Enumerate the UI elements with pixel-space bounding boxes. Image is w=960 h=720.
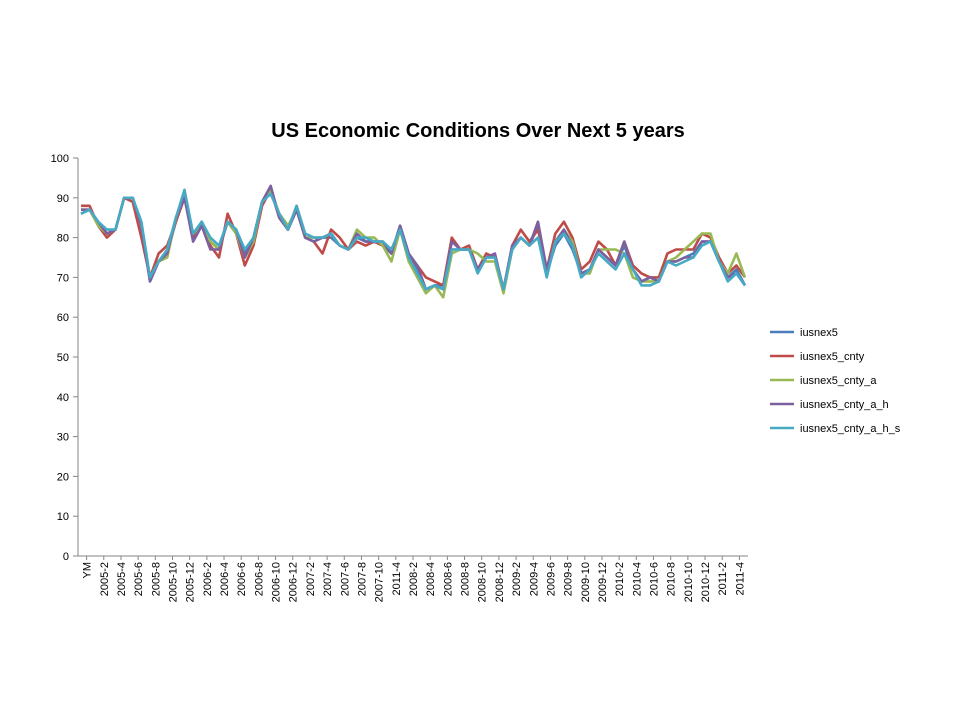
legend-label-iusnex5-cnty: iusnex5_cnty	[800, 351, 865, 363]
x-tick-label: 2010-6	[649, 562, 661, 596]
y-tick-label: 90	[57, 193, 69, 205]
x-tick-label: 2011-4	[391, 562, 403, 595]
x-tick-label: 2008-10	[477, 562, 489, 602]
x-tick-label: 2005-8	[150, 562, 162, 596]
x-tick-label: 2009-10	[580, 562, 592, 602]
x-tick-label: 2010-12	[700, 562, 712, 602]
x-tick-label: 2009-4	[528, 562, 540, 596]
legend: iusnex5 iusnex5_cnty iusnex5_cnty_a iusnex5…	[770, 327, 901, 435]
x-tick-label: 2007-10	[374, 562, 386, 602]
x-tick-label: 2011-2	[717, 562, 729, 595]
x-tick-label: 2006-6	[236, 562, 248, 596]
x-tick-label: 2005-10	[167, 562, 179, 602]
y-tick-label: 70	[57, 272, 69, 284]
x-tick-label: 2010-8	[666, 562, 678, 596]
x-tick-label: 2009-12	[597, 562, 609, 602]
y-tick-label: 60	[57, 312, 69, 324]
x-tick-label: 2010-10	[683, 562, 695, 602]
legend-label-iusnex5-cnty-a-h-s: iusnex5_cnty_a_h_s	[800, 423, 901, 435]
y-tick-label: 20	[57, 471, 69, 483]
x-tick-label: 2010-2	[614, 562, 626, 596]
series-lines	[80, 184, 747, 299]
y-tick-label: 100	[51, 153, 69, 165]
x-tick-label: 2008-2	[408, 562, 420, 596]
series-line-iusnex5-cnty-a-h-s	[80, 188, 747, 291]
x-tick-label: YM	[82, 562, 94, 579]
chart-title: US Economic Conditions Over Next 5 years	[271, 120, 684, 142]
x-tick-label: 2007-6	[339, 562, 351, 596]
x-tick-label: 2010-4	[631, 562, 643, 596]
x-tick-label: 2009-8	[563, 562, 575, 596]
y-axis-ticks: 0 10 20 30 40 50 60 70 80 90 100	[51, 153, 78, 563]
x-tick-label: 2008-8	[460, 562, 472, 596]
x-axis-ticks: YM 2005-2 2005-4 2005-6 2005-8 2005-10 2005-12…	[82, 556, 746, 602]
x-tick-label: 2006-4	[219, 562, 231, 596]
x-tick-label: 2005-4	[116, 562, 128, 596]
x-tick-label: 2005-12	[185, 562, 197, 602]
x-tick-label: 2008-6	[442, 562, 454, 596]
x-tick-label: 2008-12	[494, 562, 506, 602]
legend-label-iusnex5: iusnex5	[800, 327, 838, 339]
x-tick-label: 2005-2	[99, 562, 111, 596]
x-tick-label: 2005-6	[133, 562, 145, 596]
y-tick-label: 0	[63, 551, 69, 563]
x-tick-label: 2008-4	[425, 562, 437, 596]
x-tick-label: 2007-8	[356, 562, 368, 596]
x-tick-label: 2007-4	[322, 562, 334, 596]
y-tick-label: 40	[57, 392, 69, 404]
x-tick-label: 2006-2	[202, 562, 214, 596]
x-tick-label: 2009-6	[545, 562, 557, 596]
y-tick-label: 80	[57, 233, 69, 245]
y-tick-label: 10	[57, 511, 69, 523]
x-tick-label: 2006-10	[271, 562, 283, 602]
y-tick-label: 50	[57, 352, 69, 364]
x-tick-label: 2006-8	[253, 562, 265, 596]
legend-label-iusnex5-cnty-a: iusnex5_cnty_a	[800, 375, 877, 387]
x-tick-label: 2007-2	[305, 562, 317, 596]
x-tick-label: 2009-2	[511, 562, 523, 596]
x-tick-label: 2011-4	[734, 562, 746, 595]
x-tick-label: 2006-12	[288, 562, 300, 602]
y-tick-label: 30	[57, 432, 69, 444]
legend-label-iusnex5-cnty-a-h: iusnex5_cnty_a_h	[800, 399, 889, 411]
